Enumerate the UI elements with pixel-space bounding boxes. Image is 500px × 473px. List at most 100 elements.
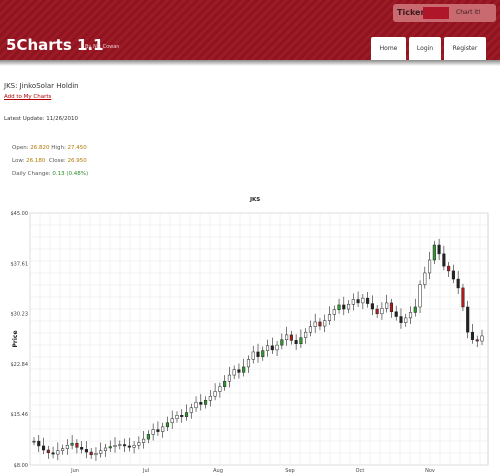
candle-body [80, 447, 84, 450]
candle-body [175, 415, 179, 419]
candle-body [318, 321, 322, 327]
stock-title: JKS: JinkoSolar Holdin [4, 82, 79, 90]
low-close-row: Low: 26.180 Close: 26.950 [12, 158, 87, 164]
ticker-label: Ticker [397, 8, 425, 17]
candle-body [294, 340, 298, 345]
chart-title: JKS [250, 197, 261, 203]
price-chart: $45.00 $37.61 $30.23 $22.84 $15.46 $8.00 Price… [11, 211, 489, 473]
candle-body [227, 374, 231, 382]
candle-body [323, 320, 327, 327]
close-label: Close: [48, 158, 66, 164]
nav-home[interactable]: Home [371, 37, 406, 60]
candle-body [232, 369, 236, 376]
candle-body [242, 366, 246, 373]
candle-body [327, 314, 332, 321]
latest-update: Latest Update: 11/26/2010 [4, 116, 78, 122]
candle-body [223, 380, 227, 387]
candle-body [184, 412, 189, 417]
close-value: 26.950 [67, 158, 87, 164]
candle-body [56, 450, 60, 455]
y-tick-label: $30.23 [11, 312, 29, 318]
candle-body [280, 339, 284, 346]
candle-body [89, 451, 93, 456]
candle-body [313, 321, 317, 327]
candle-body [456, 278, 460, 289]
candle-body [213, 391, 217, 397]
candle-body [285, 334, 289, 340]
ticker-search-box: Ticker Chart it! [393, 4, 496, 22]
open-value: 26.820 [30, 145, 50, 151]
candle-body [137, 442, 141, 446]
site-header: 5Charts 1.1 By Nik Cowan Ticker Chart it… [0, 0, 500, 66]
candle-body [237, 369, 241, 373]
candle-body [342, 304, 346, 310]
candle-body [165, 422, 169, 428]
candle-body [108, 446, 112, 449]
chart-it-button[interactable]: Chart it! [456, 9, 481, 16]
open-label: Open: [12, 145, 29, 151]
candle-body [356, 299, 360, 304]
candle-body [142, 438, 146, 443]
candle-body [380, 308, 384, 315]
candle-body [41, 445, 46, 451]
candle-body [189, 407, 193, 413]
nav-login[interactable]: Login [409, 37, 441, 60]
candle-body [399, 316, 403, 323]
add-to-my-charts-link[interactable]: Add to My Charts [4, 94, 52, 100]
candle-body [275, 344, 279, 351]
chart-candles [32, 238, 484, 461]
candle-body [84, 449, 88, 453]
plot-area [29, 212, 489, 466]
candle-body [218, 386, 222, 392]
candle-body [123, 444, 127, 447]
nav-register[interactable]: Register [444, 37, 486, 60]
low-value: 26.180 [26, 158, 46, 164]
candle-body [432, 244, 436, 261]
candle-body [347, 304, 351, 310]
candle-body [261, 350, 265, 357]
candle-body [337, 304, 341, 310]
candle-body [113, 444, 117, 447]
candle-body [61, 448, 65, 451]
app-title[interactable]: 5Charts 1.1 [6, 36, 104, 54]
candle-body [461, 287, 465, 308]
candle-body [246, 359, 251, 368]
candle-body [470, 331, 475, 340]
chart-grid [29, 212, 489, 466]
candle-body [466, 306, 470, 333]
candle-body [70, 442, 74, 446]
high-label: High: [51, 145, 66, 151]
candle-body [51, 452, 55, 455]
low-label: Low: [12, 158, 25, 164]
y-tick-label: $8.00 [14, 463, 28, 469]
candle-body [442, 253, 446, 267]
candle-body [94, 453, 98, 456]
candle-body [156, 429, 160, 432]
chart-axes: $45.00 $37.61 $30.23 $22.84 $15.46 $8.00 Price… [11, 211, 435, 473]
candle-body [370, 303, 374, 310]
candle-body [151, 429, 155, 435]
app-byline: By Nik Cowan [85, 44, 120, 50]
candle-body [103, 447, 108, 451]
candle-body [332, 309, 336, 315]
candle-body [132, 444, 136, 448]
y-tick-label: $45.00 [11, 211, 29, 217]
x-tick-label: Jun [70, 468, 79, 473]
candle-body [404, 317, 408, 323]
candle-body [75, 442, 79, 448]
candle-body [351, 299, 355, 305]
candle-body [366, 297, 370, 304]
daily-change-row: Daily Change: 0.13 (0.48%) [12, 171, 88, 177]
y-tick-label: $37.61 [11, 261, 29, 267]
candle-body [37, 440, 41, 447]
ticker-input[interactable] [423, 7, 449, 19]
candle-body [194, 402, 198, 409]
candle-body [447, 265, 451, 272]
candle-body [265, 345, 270, 351]
candle-body [170, 418, 174, 424]
y-axis-label: Price [12, 330, 19, 347]
candle-body [308, 326, 312, 333]
daily-change-value: 0.13 (0.48%) [52, 171, 89, 177]
candle-body [428, 259, 432, 274]
candle-body [180, 415, 184, 417]
